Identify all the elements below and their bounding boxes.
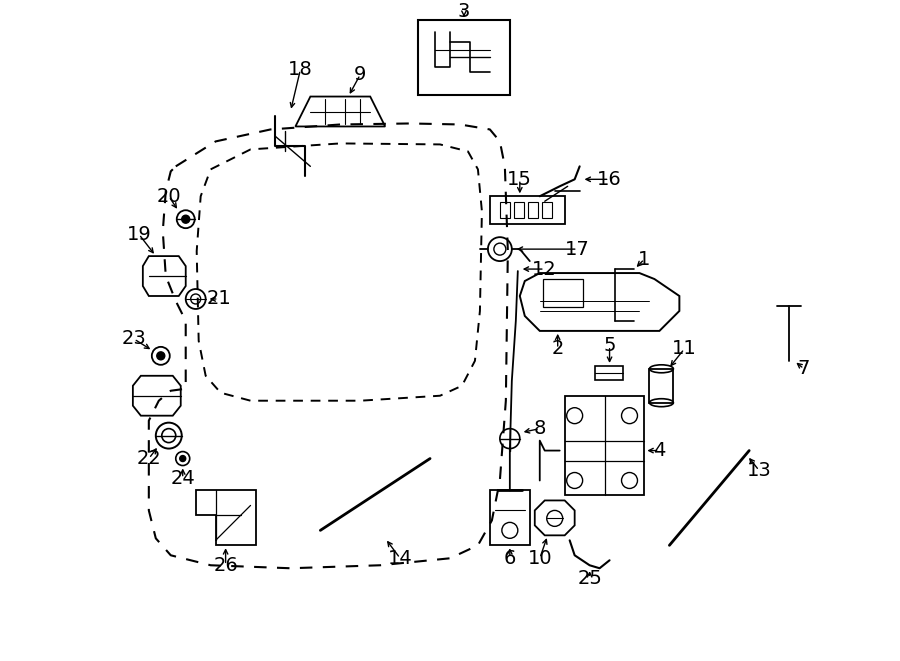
Text: 9: 9 <box>354 65 366 84</box>
Bar <box>490 196 564 224</box>
Bar <box>490 490 530 545</box>
Text: 2: 2 <box>552 339 564 358</box>
Text: 24: 24 <box>170 469 195 488</box>
Text: 14: 14 <box>388 549 412 568</box>
Bar <box>514 202 524 218</box>
Text: 15: 15 <box>508 170 532 189</box>
Bar <box>418 20 509 95</box>
Bar <box>527 202 538 218</box>
Circle shape <box>182 215 190 223</box>
Text: 23: 23 <box>122 329 146 348</box>
Bar <box>564 396 644 496</box>
Text: 11: 11 <box>672 339 697 358</box>
Circle shape <box>157 352 165 360</box>
Text: 26: 26 <box>213 556 238 575</box>
Bar <box>542 202 552 218</box>
Text: 22: 22 <box>137 449 161 468</box>
Text: 1: 1 <box>638 250 651 268</box>
Text: 17: 17 <box>565 240 590 258</box>
Text: 10: 10 <box>527 549 552 568</box>
Bar <box>500 202 509 218</box>
Text: 13: 13 <box>747 461 771 480</box>
Text: 21: 21 <box>206 290 231 309</box>
Bar <box>543 279 582 307</box>
Circle shape <box>180 455 185 461</box>
Text: 7: 7 <box>797 360 810 378</box>
Bar <box>650 369 673 403</box>
Text: 6: 6 <box>504 549 516 568</box>
Text: 8: 8 <box>534 419 546 438</box>
Bar <box>595 366 623 380</box>
Text: 18: 18 <box>288 60 313 79</box>
Text: 20: 20 <box>157 187 181 206</box>
Text: 3: 3 <box>458 2 470 21</box>
Text: 12: 12 <box>533 260 557 278</box>
Text: 5: 5 <box>603 336 616 356</box>
Text: 19: 19 <box>127 225 151 244</box>
Text: 16: 16 <box>598 170 622 189</box>
Text: 25: 25 <box>577 568 602 588</box>
Text: 4: 4 <box>653 441 666 460</box>
